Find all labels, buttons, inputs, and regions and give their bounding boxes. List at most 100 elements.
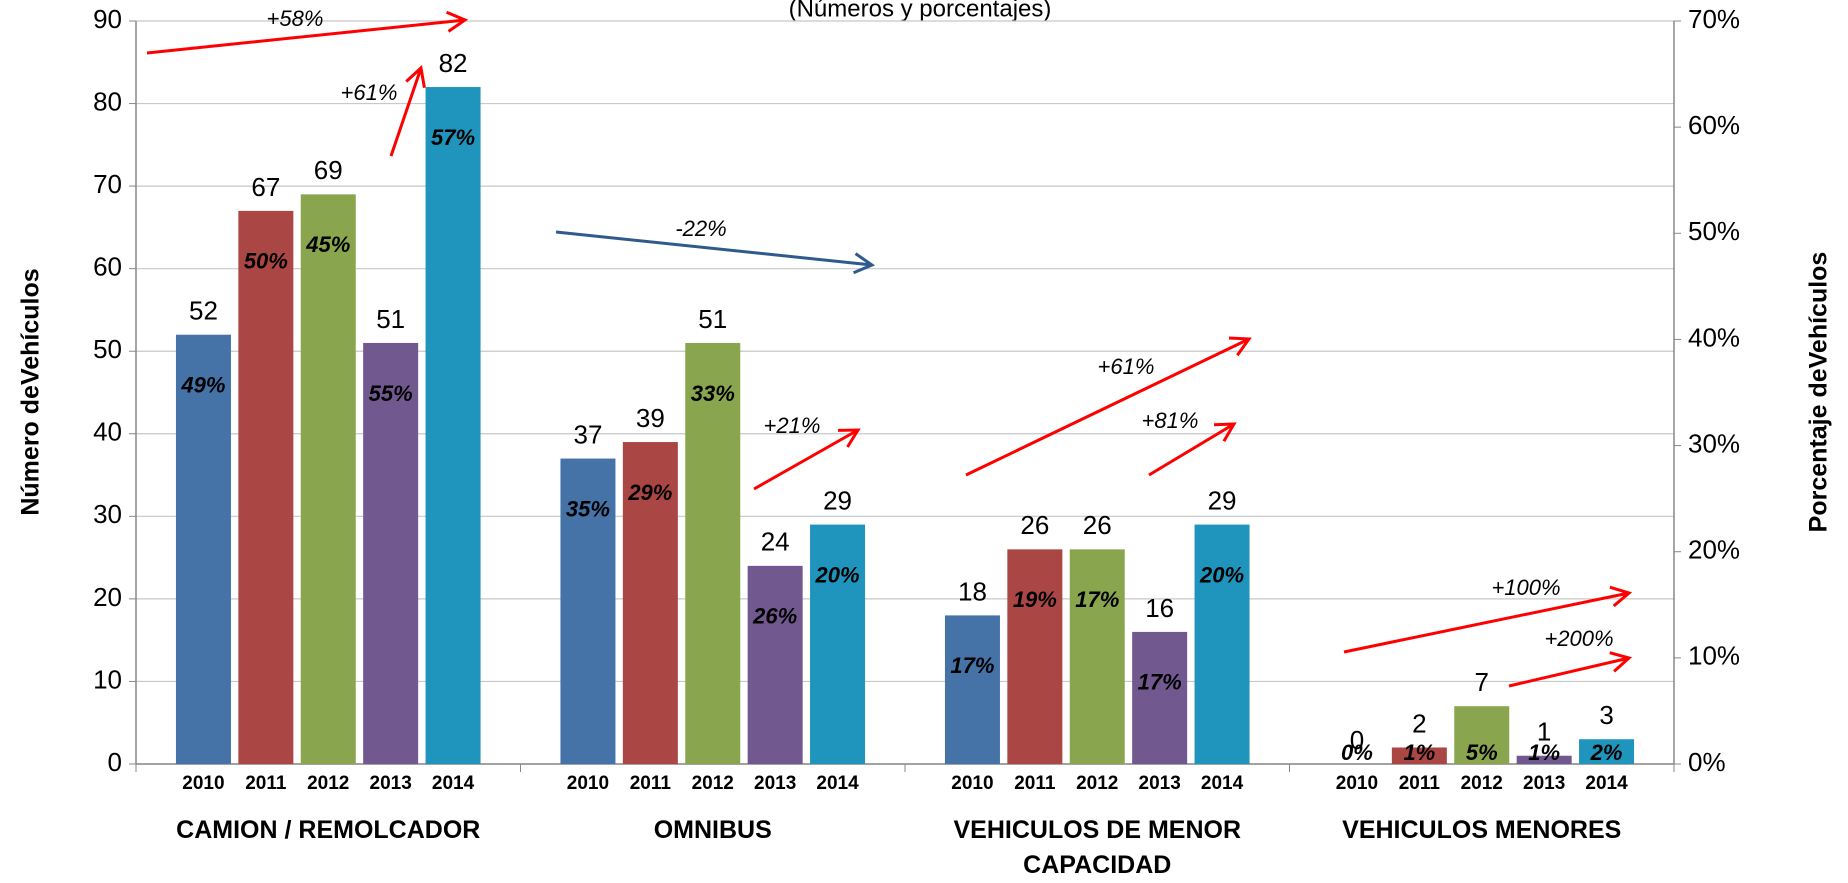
category-label: VEHICULOS MENORES xyxy=(1342,816,1622,844)
y-tick-label: 0 xyxy=(108,747,122,777)
annotation-arrow xyxy=(753,428,861,491)
value-label: 29 xyxy=(823,485,852,515)
share-label: 5% xyxy=(1466,740,1498,765)
value-label: 82 xyxy=(439,48,468,78)
category-label: VEHICULOS DE MENOR CAPACIDAD xyxy=(953,816,1242,879)
year-label: 2011 xyxy=(245,773,287,794)
value-label: 51 xyxy=(376,304,405,334)
share-label: 50% xyxy=(244,249,288,274)
bar xyxy=(1516,755,1572,764)
share-label: 2% xyxy=(1590,740,1623,765)
annotation-arrow xyxy=(1343,585,1633,654)
share-label: 55% xyxy=(369,381,413,406)
y2-axis-title: Porcentaje deVehículos xyxy=(1805,252,1833,533)
y-tick-label: 50 xyxy=(93,334,122,364)
value-label: 37 xyxy=(573,419,602,449)
share-label: 20% xyxy=(815,562,860,587)
value-label: 39 xyxy=(636,403,665,433)
category-label: OMNIBUS xyxy=(653,816,772,844)
annotation-text: +58% xyxy=(267,6,324,31)
annotation-text: +21% xyxy=(764,413,821,438)
share-label: 29% xyxy=(627,480,672,505)
bar xyxy=(685,342,741,764)
value-label: 26 xyxy=(1083,510,1112,540)
annotation-text: +61% xyxy=(1098,354,1155,379)
annotation-arrow xyxy=(965,336,1252,477)
annotation-arrow xyxy=(1508,651,1633,688)
value-label: 69 xyxy=(314,155,343,185)
value-label: 51 xyxy=(698,304,727,334)
y-tick-label: 20 xyxy=(93,582,122,612)
bar xyxy=(300,194,356,764)
share-label: 1% xyxy=(1403,740,1435,765)
bar xyxy=(425,87,481,765)
bar xyxy=(747,565,803,764)
value-label: 0 xyxy=(1350,725,1364,755)
year-label: 2012 xyxy=(692,773,734,794)
bar xyxy=(1007,549,1063,764)
value-label: 16 xyxy=(1145,593,1174,623)
value-label: 7 xyxy=(1475,667,1489,697)
value-label: 26 xyxy=(1020,510,1049,540)
year-label: 2012 xyxy=(1076,773,1118,794)
year-label: 2013 xyxy=(1523,773,1565,794)
bar xyxy=(1132,631,1188,764)
y2-tick-label: 30% xyxy=(1688,428,1740,458)
value-label: 24 xyxy=(761,527,790,557)
year-label: 2010 xyxy=(182,773,224,794)
annotation-arrow xyxy=(389,65,426,157)
annotation-text: +200% xyxy=(1544,626,1613,651)
bar xyxy=(622,442,678,764)
value-label: 67 xyxy=(251,172,280,202)
share-label: 45% xyxy=(305,232,350,257)
y-tick-label: 30 xyxy=(93,499,122,529)
y2-tick-label: 50% xyxy=(1688,216,1740,246)
year-label: 2012 xyxy=(1461,773,1503,794)
share-label: 20% xyxy=(1199,562,1244,587)
y-tick-label: 80 xyxy=(93,86,122,116)
bar xyxy=(1579,739,1635,764)
annotation-text: +61% xyxy=(341,80,398,105)
value-label: 2 xyxy=(1412,708,1426,738)
value-label: 52 xyxy=(189,296,218,326)
bar xyxy=(1391,747,1447,764)
share-label: 33% xyxy=(691,381,735,406)
y2-tick-label: 40% xyxy=(1688,322,1740,352)
chart-subtitle: (Números y porcentajes) xyxy=(789,0,1052,22)
y2-tick-label: 60% xyxy=(1688,110,1740,140)
category-label: CAMION / REMOLCADOR xyxy=(176,816,481,844)
y2-tick-label: 70% xyxy=(1688,4,1740,34)
year-label: 2014 xyxy=(1201,773,1244,794)
y2-tick-label: 20% xyxy=(1688,535,1740,565)
y2-tick-label: 10% xyxy=(1688,641,1740,671)
y2-tick-label: 0% xyxy=(1688,747,1726,777)
year-label: 2012 xyxy=(307,773,349,794)
value-label: 3 xyxy=(1599,700,1613,730)
share-label: 19% xyxy=(1013,587,1057,612)
share-label: 17% xyxy=(950,653,994,678)
year-label: 2011 xyxy=(1399,773,1441,794)
annotation-arrow xyxy=(1148,422,1237,477)
bar xyxy=(238,210,294,764)
annotation-arrow xyxy=(146,10,469,55)
bar xyxy=(944,615,1000,764)
year-label: 2014 xyxy=(432,773,475,794)
share-label: 35% xyxy=(566,496,610,521)
annotation-text: +100% xyxy=(1491,575,1560,600)
y-tick-label: 70 xyxy=(93,169,122,199)
share-label: 26% xyxy=(752,604,797,629)
value-label: 29 xyxy=(1208,485,1237,515)
y-tick-label: 90 xyxy=(93,4,122,34)
bar xyxy=(175,334,231,764)
y-tick-label: 60 xyxy=(93,252,122,282)
bar xyxy=(1194,524,1250,764)
bar xyxy=(560,458,616,764)
share-label: 17% xyxy=(1138,670,1182,695)
year-label: 2010 xyxy=(1336,773,1378,794)
bar xyxy=(1069,549,1125,764)
share-label: 0% xyxy=(1341,740,1373,765)
y-axis-title: Número deVehículos xyxy=(17,268,45,515)
year-label: 2014 xyxy=(1585,773,1628,794)
